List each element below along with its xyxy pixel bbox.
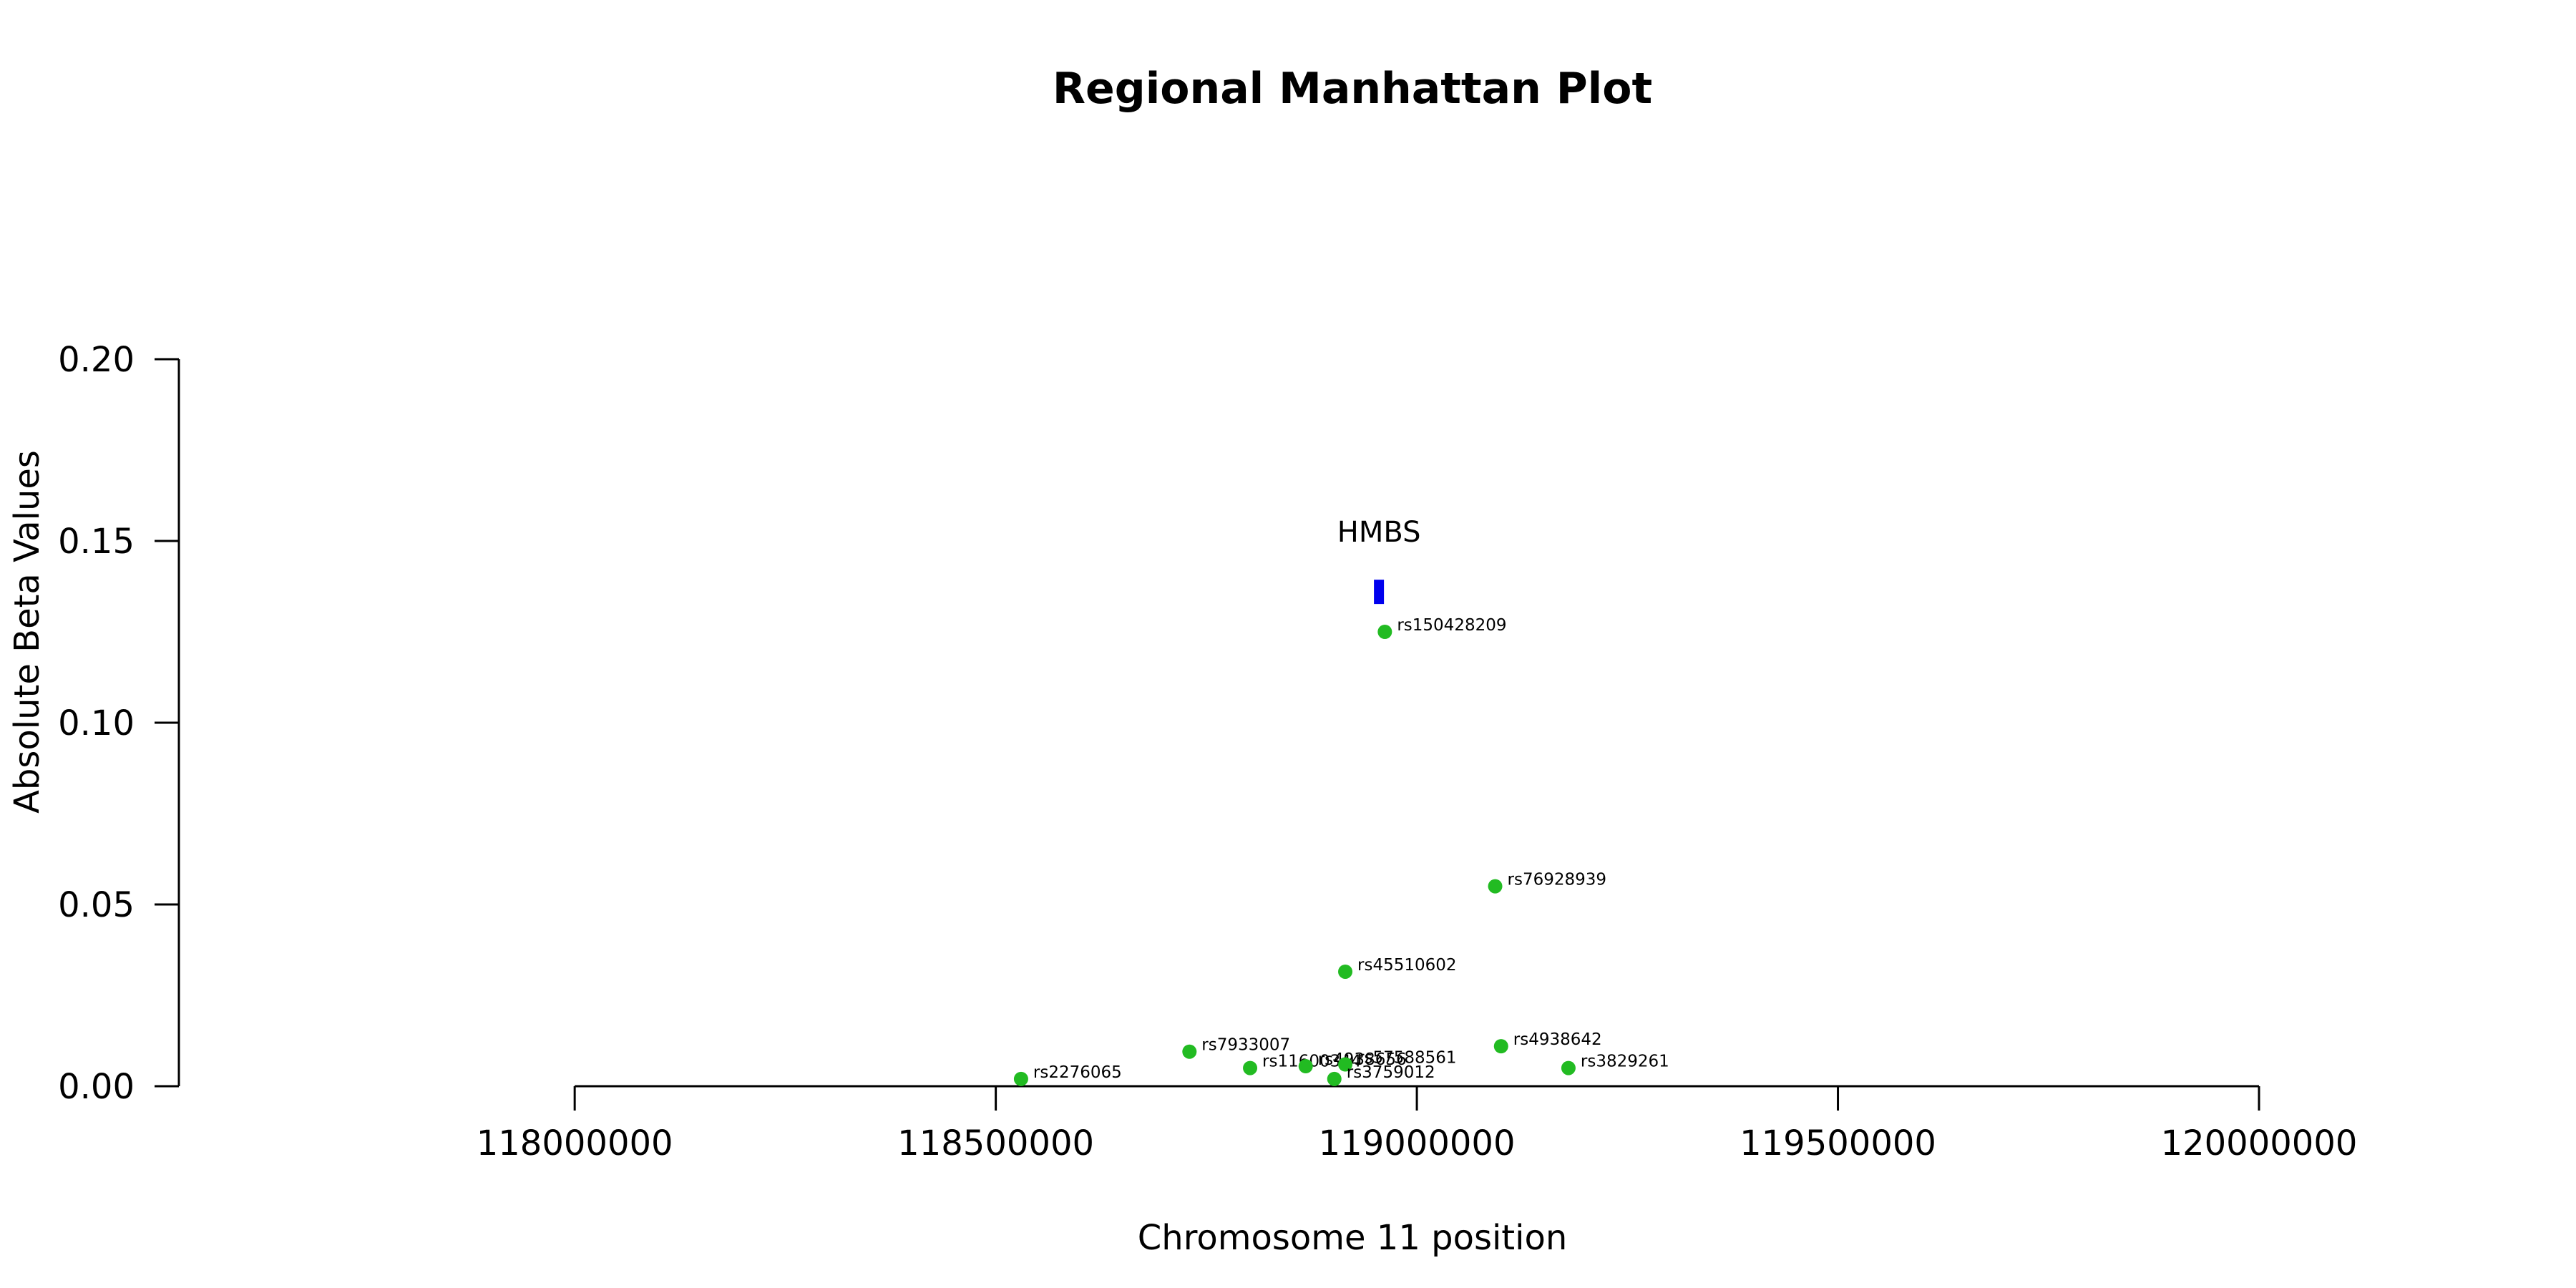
snp-point <box>1182 1044 1197 1059</box>
snp-point <box>1243 1060 1258 1075</box>
snp-point <box>1493 1039 1508 1054</box>
x-tick-label: 118500000 <box>897 1123 1094 1163</box>
gene-label: HMBS <box>1337 516 1421 549</box>
snp-point <box>1338 1057 1353 1072</box>
snp-point <box>1338 964 1353 979</box>
y-tick-label: 0.05 <box>58 885 135 925</box>
snp-label: rs4938656 <box>1318 1050 1407 1069</box>
x-tick-label: 118000000 <box>477 1123 673 1163</box>
snp-label: rs2276065 <box>1033 1063 1122 1082</box>
snp-label: rs3829261 <box>1581 1053 1669 1071</box>
y-tick-label: 0.00 <box>58 1067 135 1107</box>
y-tick-label: 0.20 <box>58 340 135 380</box>
chart-title: Regional Manhattan Plot <box>1053 64 1652 114</box>
snp-label: rs7933007 <box>1201 1036 1290 1055</box>
snp-label: rs76928939 <box>1508 871 1607 889</box>
gene-marker <box>1374 580 1385 605</box>
snp-point <box>1377 625 1392 639</box>
snp-label: rs150428209 <box>1397 616 1506 635</box>
snp-label: rs45510602 <box>1357 956 1457 975</box>
y-axis-label: Absolute Beta Values <box>7 450 47 814</box>
snp-point <box>1298 1059 1313 1074</box>
snp-point <box>1561 1060 1576 1075</box>
x-tick-label: 119000000 <box>1319 1123 1516 1163</box>
y-tick-label: 0.15 <box>58 522 135 562</box>
snp-label: rs3759012 <box>1347 1063 1435 1082</box>
plot-area: 0.00 0.05 0.10 0.15 0.20 118000000 118500000 11… <box>58 340 2357 1163</box>
snp-label: rs4938642 <box>1513 1030 1602 1049</box>
snp-point <box>1488 879 1503 894</box>
x-axis-label: Chromosome 11 position <box>1138 1218 1568 1258</box>
snp-label: rs57588561 <box>1357 1049 1457 1068</box>
snp-point <box>1013 1071 1028 1086</box>
snp-point <box>1327 1071 1342 1086</box>
x-tick-label: 119500000 <box>1740 1123 1936 1163</box>
y-tick-label: 0.10 <box>58 703 135 743</box>
x-tick-label: 120000000 <box>2161 1123 2358 1163</box>
